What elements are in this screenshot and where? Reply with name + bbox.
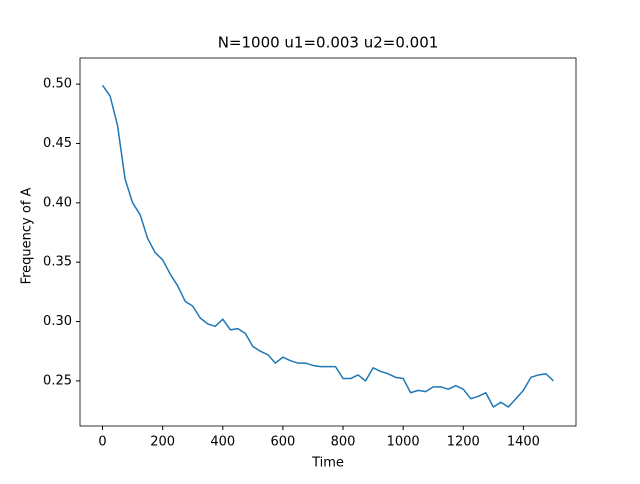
y-tick-label: 0.50 [43, 77, 72, 92]
y-tick-label: 0.45 [43, 136, 72, 151]
plot-frame [79, 57, 577, 427]
x-tick-label: 600 [270, 435, 295, 450]
x-tick-label: 0 [98, 435, 106, 450]
y-tick-label: 0.25 [43, 373, 72, 388]
data-line [101, 84, 554, 408]
y-tick-label: 0.30 [43, 314, 72, 329]
x-tick-label: 1000 [387, 435, 420, 450]
chart-title: N=1000 u1=0.003 u2=0.001 [218, 34, 439, 52]
x-tick-label: 800 [331, 435, 356, 450]
y-axis-label: Frequency of A [20, 187, 35, 284]
y-tick-label: 0.35 [43, 255, 72, 270]
x-axis-label: Time [311, 456, 344, 471]
x-tick-label: 1400 [507, 435, 540, 450]
x-tick-label: 400 [210, 435, 235, 450]
x-tick-label: 1200 [447, 435, 480, 450]
y-tick-label: 0.40 [43, 195, 72, 210]
x-tick-label: 200 [150, 435, 175, 450]
